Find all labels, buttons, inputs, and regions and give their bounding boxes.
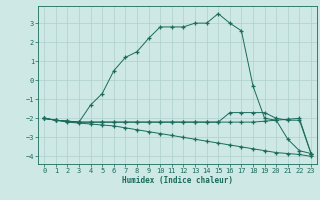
X-axis label: Humidex (Indice chaleur): Humidex (Indice chaleur) [122,176,233,185]
